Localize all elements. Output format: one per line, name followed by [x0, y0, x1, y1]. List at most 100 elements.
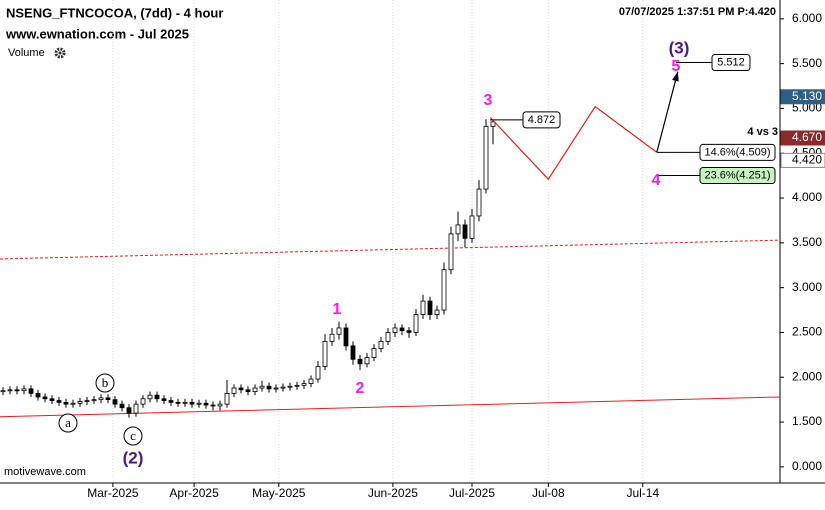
candle [63, 398, 69, 408]
candle-body [210, 404, 216, 407]
candle-body [350, 345, 356, 360]
candle-body [490, 121, 496, 127]
candle [427, 296, 433, 320]
candle-body [119, 403, 125, 409]
indicator-label: Volume [8, 47, 45, 59]
candle-body [56, 400, 62, 403]
wave-label: (2) [123, 448, 144, 467]
candle-body [483, 125, 489, 190]
candle [147, 391, 153, 403]
candle [364, 353, 370, 368]
candle-body [343, 327, 349, 347]
candle [371, 344, 377, 362]
x-tick-label: Mar-2025 [87, 486, 139, 500]
candle-body [28, 388, 34, 394]
candle-body [91, 399, 97, 402]
candle [280, 383, 286, 392]
candle-body [364, 357, 370, 365]
candle [245, 386, 251, 396]
candle-body [266, 385, 272, 390]
candle-body [224, 392, 230, 405]
candle-body [371, 348, 377, 358]
candle [168, 396, 174, 406]
settings-icon[interactable] [54, 47, 66, 59]
candle [98, 394, 104, 404]
candle-body [441, 269, 447, 311]
price-marker-label: 5.130 [792, 89, 822, 103]
y-tick-label: 5.500 [792, 56, 822, 70]
price-marker-label: 4.670 [792, 130, 822, 144]
candle [105, 394, 111, 404]
candle-body [175, 401, 181, 404]
wave-label: c [130, 428, 136, 443]
candle [406, 327, 412, 338]
candle-body [329, 333, 335, 342]
candle-body [42, 396, 48, 400]
arrow-head [672, 71, 679, 82]
candle [133, 400, 139, 417]
candle-body [0, 390, 6, 393]
candle-body [189, 401, 195, 405]
candle-body [245, 389, 251, 392]
arrow-line [656, 71, 679, 153]
candle-body [280, 386, 286, 389]
candle-body [112, 399, 118, 405]
candle [35, 389, 41, 401]
candle-body [126, 407, 132, 414]
candle-body [84, 400, 90, 402]
candle [413, 309, 419, 337]
candle [301, 379, 307, 389]
candle [357, 354, 363, 371]
candle-body [308, 378, 314, 384]
candle-body [98, 397, 104, 401]
candle-body [420, 300, 426, 315]
candle-body [161, 398, 167, 401]
candle [196, 399, 202, 408]
y-tick-label: 4.000 [792, 190, 822, 204]
candle [455, 211, 461, 242]
candle-body [378, 341, 384, 349]
trendline [0, 239, 781, 260]
watermark: motivewave.com [4, 466, 86, 478]
candle [42, 393, 48, 403]
candle [91, 396, 97, 405]
candle-body [140, 398, 146, 405]
candle [322, 334, 328, 371]
wave-label: 4 [652, 172, 661, 189]
candle [7, 386, 13, 395]
candle-body [259, 385, 265, 389]
candle-body [133, 403, 139, 414]
price-marker [780, 89, 825, 105]
y-tick-label: 3.000 [792, 280, 822, 294]
candle [273, 384, 279, 393]
price-marker [780, 130, 825, 146]
target-label: 23.6%(4.251) [704, 169, 770, 181]
candle [308, 375, 314, 388]
timestamp: 07/07/2025 1:37:51 PM P:4.420 [619, 6, 776, 18]
candle-body [70, 402, 76, 405]
target-note: 4 vs 3 [747, 126, 778, 138]
candle [490, 120, 496, 145]
candle [224, 379, 230, 408]
candle-body [469, 215, 475, 239]
candle [329, 327, 335, 346]
candle [119, 400, 125, 412]
candle-body [21, 388, 27, 392]
y-tick-label: 6.000 [792, 11, 822, 25]
wave-label: 5 [672, 58, 681, 75]
target-label: 5.512 [717, 56, 745, 68]
x-tick-label: Jun-2025 [368, 486, 418, 500]
candle [28, 385, 34, 397]
candle-body [77, 401, 83, 404]
candle-body [238, 387, 244, 391]
candle [343, 323, 349, 351]
x-tick-label: Jul-14 [626, 486, 659, 500]
y-tick-label: 2.500 [792, 325, 822, 339]
candle [0, 387, 6, 396]
candle [476, 180, 482, 222]
candle-body [357, 358, 363, 365]
candle [294, 381, 300, 390]
candle [441, 262, 447, 315]
candle-body [203, 402, 209, 406]
